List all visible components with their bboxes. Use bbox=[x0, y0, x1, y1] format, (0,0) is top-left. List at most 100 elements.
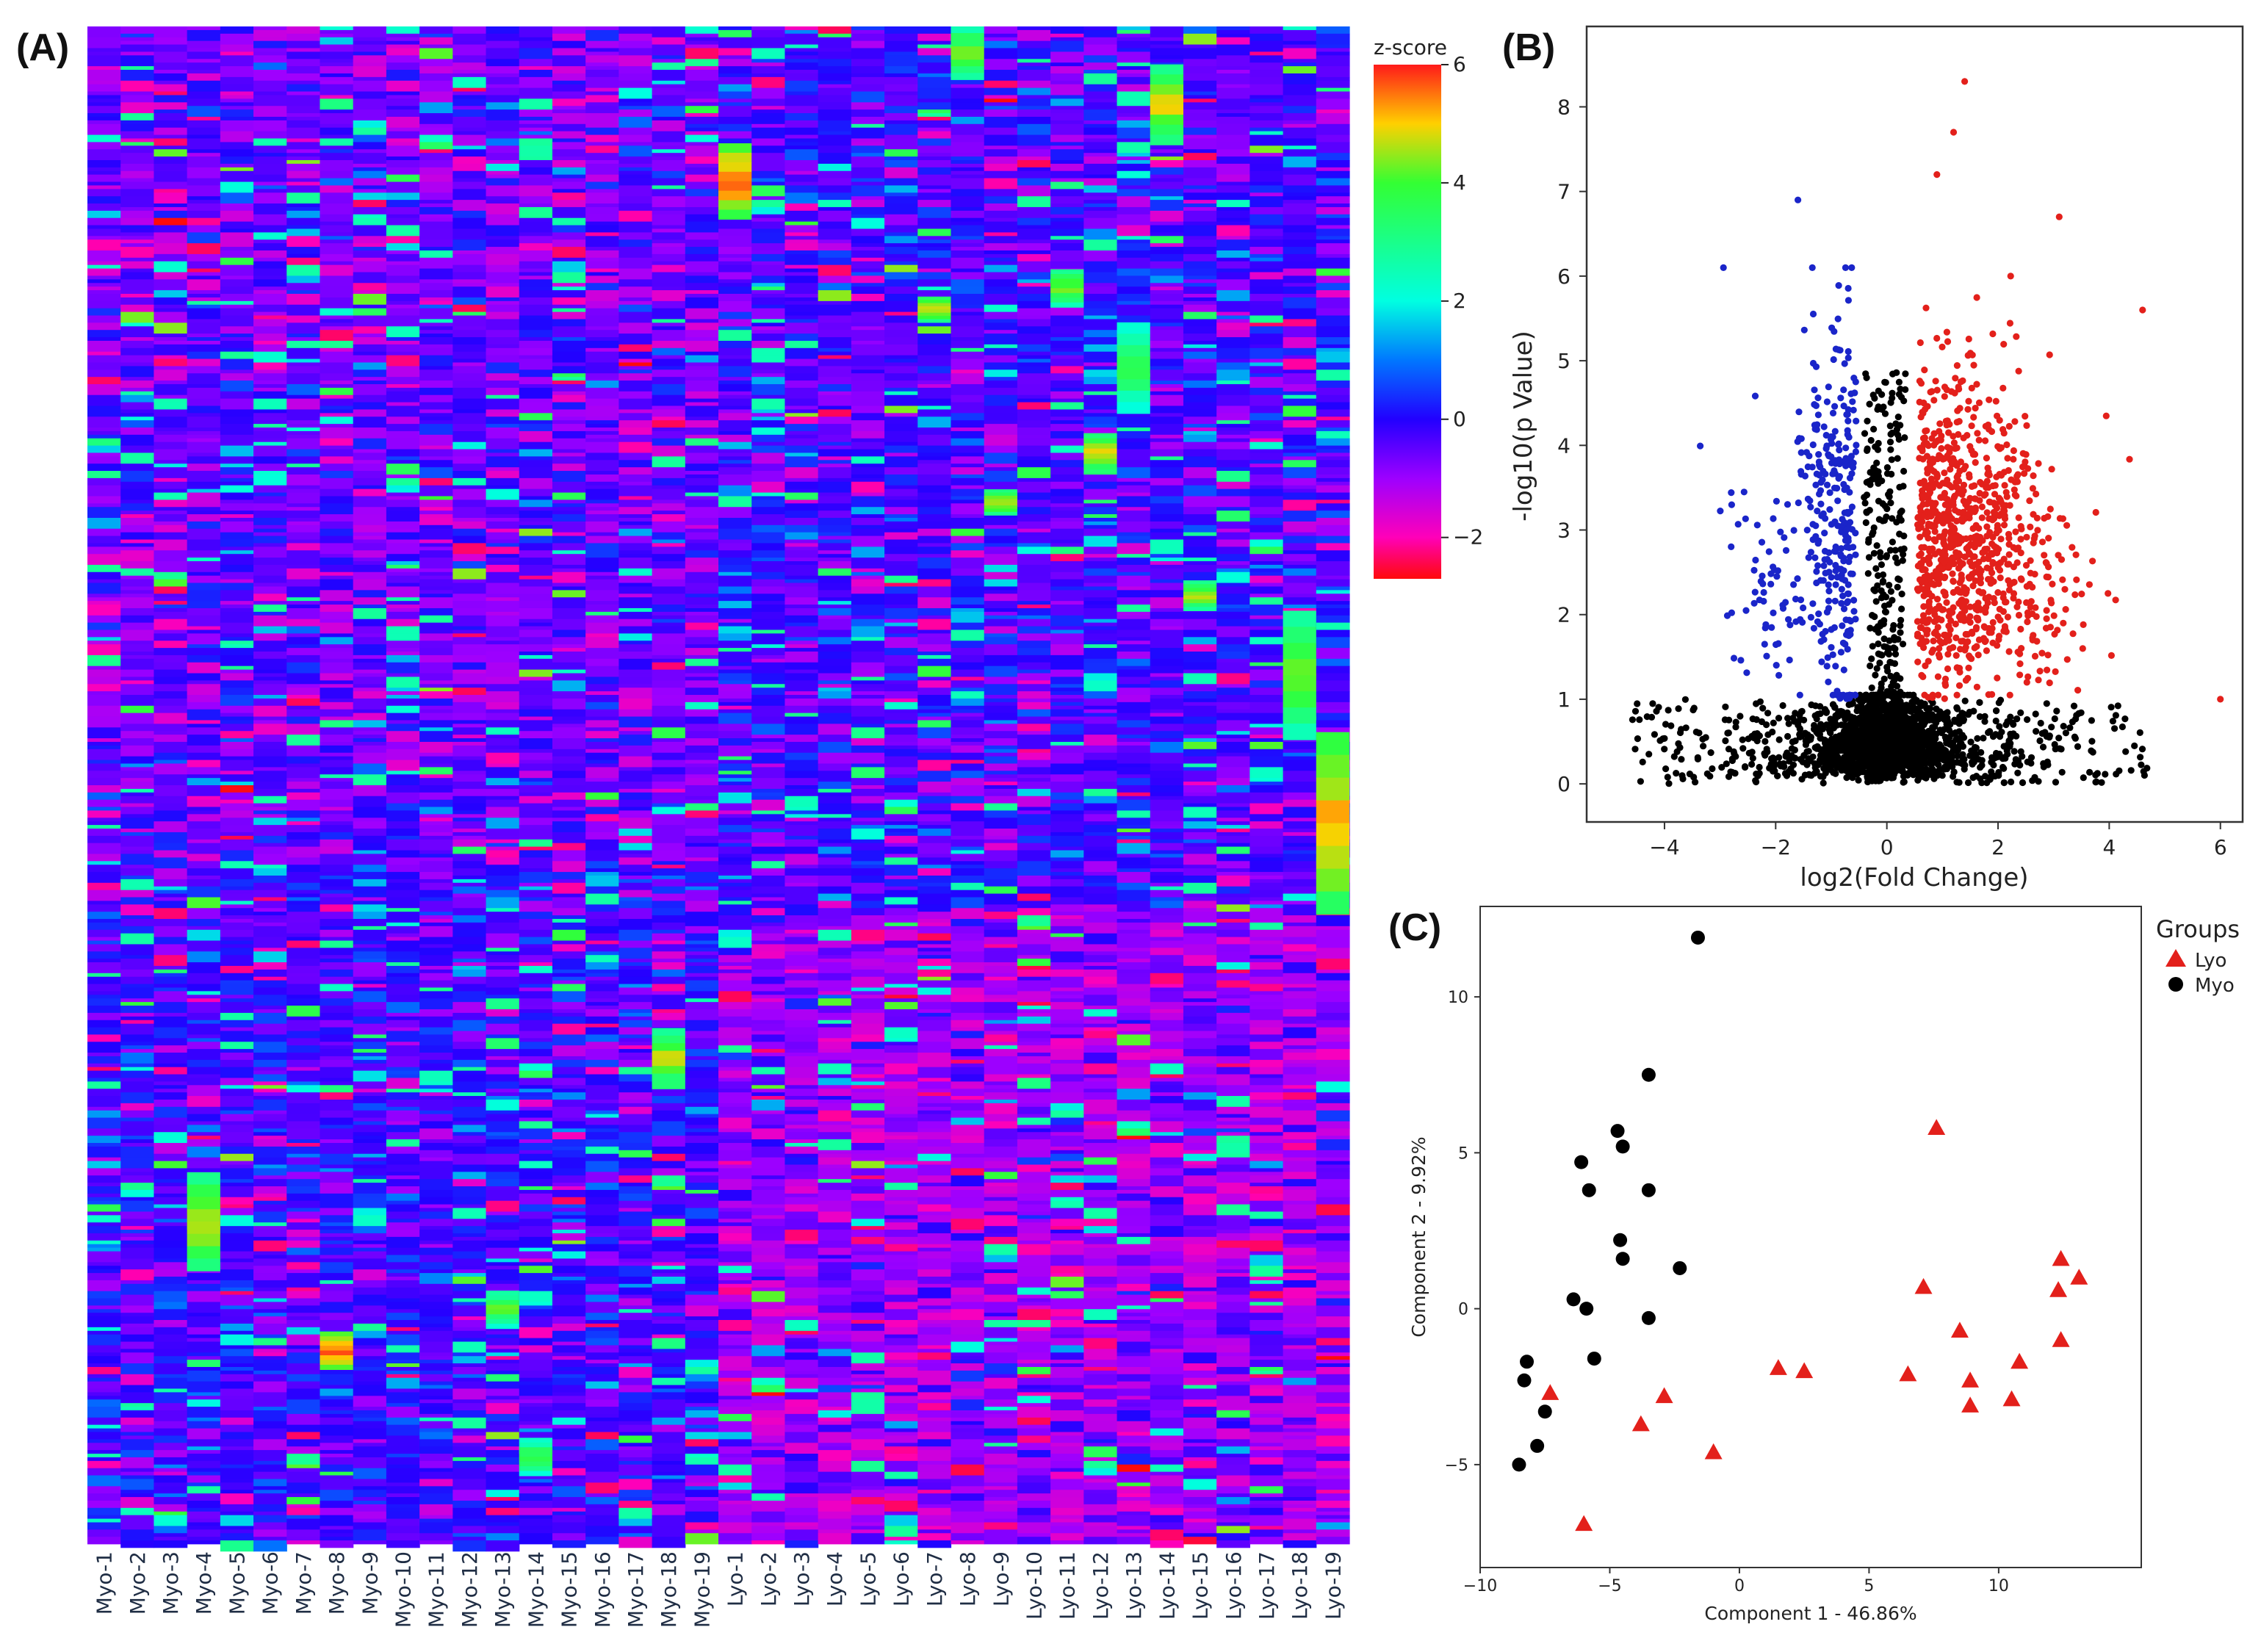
heatmap-cell bbox=[419, 654, 453, 663]
heatmap-cell bbox=[751, 1168, 786, 1176]
heatmap-cell bbox=[220, 492, 254, 500]
heatmap-cell bbox=[585, 1283, 619, 1292]
heatmap-cell bbox=[486, 835, 520, 840]
heatmap-cell bbox=[154, 232, 188, 244]
heatmap-cell bbox=[785, 134, 819, 139]
heatmap-cell bbox=[718, 575, 752, 587]
heatmap-cell bbox=[452, 163, 487, 172]
heatmap-cell bbox=[120, 1493, 155, 1498]
heatmap-cell bbox=[751, 330, 786, 334]
heatmap-cell bbox=[619, 1258, 653, 1263]
heatmap-cell bbox=[120, 1053, 155, 1064]
heatmap-cell bbox=[320, 897, 354, 905]
heatmap-cell bbox=[751, 991, 786, 995]
heatmap-cell bbox=[187, 1446, 221, 1451]
heatmap-cell bbox=[652, 1092, 686, 1097]
heatmap-cell bbox=[585, 51, 619, 56]
heatmap-cell bbox=[154, 691, 188, 699]
heatmap-cell bbox=[320, 44, 354, 52]
heatmap-cell bbox=[619, 304, 653, 313]
heatmap-cell bbox=[386, 344, 420, 353]
heatmap-cell bbox=[486, 449, 520, 453]
heatmap-cell bbox=[685, 1038, 719, 1050]
heatmap-cell bbox=[785, 319, 819, 323]
heatmap-cell bbox=[685, 106, 719, 114]
heatmap-cell bbox=[486, 1059, 520, 1068]
heatmap-cell bbox=[585, 1215, 619, 1227]
heatmap-cell bbox=[286, 264, 321, 276]
heatmap-cell bbox=[718, 1128, 752, 1133]
heatmap-cell bbox=[452, 701, 487, 714]
heatmap-cell bbox=[619, 29, 653, 35]
heatmap-cell bbox=[220, 326, 254, 334]
heatmap-cell bbox=[419, 1081, 453, 1086]
heatmap-cell bbox=[87, 1096, 121, 1108]
heatmap-cell bbox=[286, 474, 321, 486]
heatmap-cell bbox=[87, 821, 121, 826]
heatmap-cell bbox=[386, 33, 420, 38]
heatmap-cell bbox=[585, 26, 619, 31]
heatmap-cell bbox=[486, 713, 520, 721]
heatmap-cell bbox=[652, 1454, 686, 1462]
heatmap-cell bbox=[619, 1421, 653, 1426]
heatmap-cell bbox=[652, 366, 686, 370]
heatmap-cell bbox=[619, 239, 653, 248]
heatmap-cell bbox=[154, 850, 188, 858]
heatmap-cell bbox=[685, 1529, 719, 1534]
heatmap-cell bbox=[386, 496, 420, 500]
heatmap-cell bbox=[286, 1283, 321, 1288]
heatmap-cell bbox=[718, 875, 752, 880]
heatmap-cell bbox=[253, 250, 287, 259]
heatmap-cell bbox=[585, 1432, 619, 1440]
heatmap-cell bbox=[220, 84, 254, 92]
heatmap-cell bbox=[785, 405, 819, 410]
heatmap-cell bbox=[452, 1251, 487, 1259]
heatmap-cell bbox=[685, 1117, 719, 1125]
heatmap-cell bbox=[353, 1226, 387, 1234]
heatmap-cell bbox=[519, 948, 553, 956]
heatmap-cell bbox=[220, 644, 254, 649]
heatmap-cell bbox=[452, 727, 487, 735]
heatmap-cell bbox=[87, 785, 121, 793]
heatmap-cell bbox=[519, 984, 553, 988]
heatmap-cell bbox=[452, 1099, 487, 1108]
heatmap-cell bbox=[154, 200, 188, 204]
heatmap-cell bbox=[154, 1067, 188, 1075]
heatmap-cell bbox=[120, 228, 155, 233]
heatmap-cell bbox=[619, 521, 653, 526]
heatmap-cell bbox=[486, 185, 520, 197]
heatmap-cell bbox=[419, 1341, 453, 1353]
heatmap-cell bbox=[286, 688, 321, 696]
heatmap-cell bbox=[785, 236, 819, 240]
heatmap-cell bbox=[419, 1255, 453, 1263]
heatmap-cell bbox=[386, 1020, 420, 1028]
heatmap-cell bbox=[419, 607, 453, 616]
heatmap-cell bbox=[419, 113, 453, 125]
heatmap-cell bbox=[286, 1273, 321, 1285]
heatmap-cell bbox=[353, 1110, 387, 1118]
heatmap-cell bbox=[386, 1320, 420, 1328]
heatmap-cell bbox=[87, 1313, 121, 1317]
heatmap-cell bbox=[552, 1356, 586, 1360]
heatmap-cell bbox=[220, 1020, 254, 1028]
heatmap-cell bbox=[452, 893, 487, 898]
heatmap-cell bbox=[386, 597, 420, 602]
heatmap-cell bbox=[154, 1240, 188, 1249]
heatmap-cell bbox=[785, 113, 819, 121]
heatmap-cell bbox=[585, 452, 619, 461]
heatmap-cell bbox=[253, 91, 287, 95]
heatmap-cell bbox=[619, 976, 653, 984]
heatmap-cell bbox=[685, 113, 719, 118]
heatmap-cell bbox=[652, 160, 686, 172]
heatmap-cell bbox=[552, 1117, 586, 1122]
heatmap-cell bbox=[718, 300, 752, 313]
heatmap-cell bbox=[386, 142, 420, 146]
heatmap-cell bbox=[87, 1222, 121, 1227]
heatmap-cell bbox=[519, 123, 553, 129]
heatmap-cell bbox=[419, 1096, 453, 1100]
heatmap-cell bbox=[519, 1251, 553, 1259]
heatmap-cell bbox=[519, 315, 553, 320]
heatmap-cell bbox=[253, 1464, 287, 1473]
heatmap-cell bbox=[452, 554, 487, 562]
heatmap-cell bbox=[452, 1136, 487, 1144]
